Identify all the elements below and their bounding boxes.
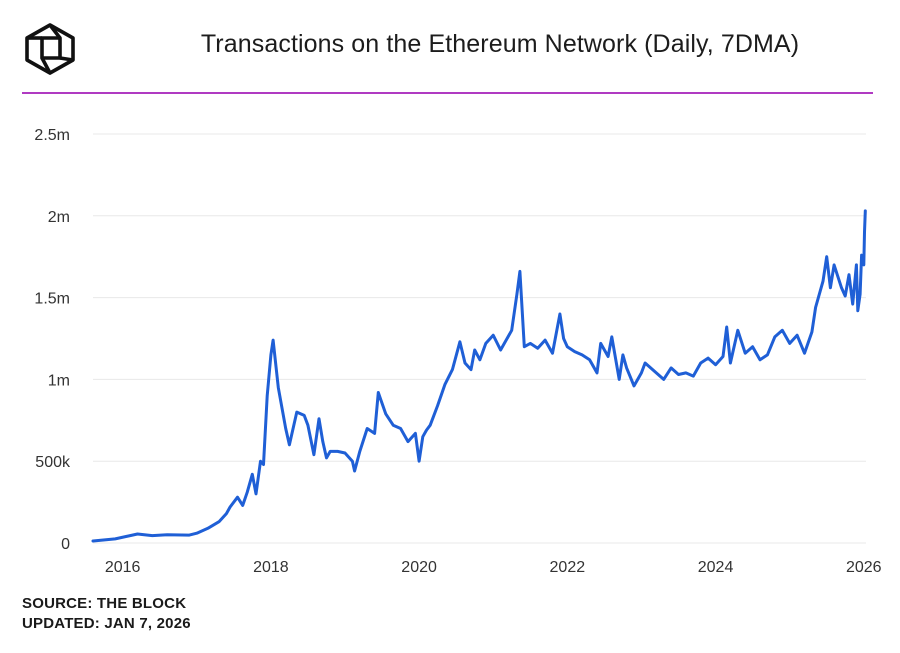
- y-tick-label: 2.5m: [34, 127, 70, 144]
- series-line-transactions: [91, 209, 867, 543]
- y-tick-label: 1.5m: [34, 291, 70, 308]
- y-tick-label: 2m: [48, 209, 70, 226]
- x-tick-label: 2018: [253, 559, 289, 576]
- line-chart: 0 500k 1m 1.5m 2m 2.5m 2016 2018 2020 2022 2024 202…: [34, 127, 882, 576]
- x-tick-label: 2026: [846, 559, 882, 576]
- x-tick-label: 2016: [105, 559, 141, 576]
- x-tick-label: 2022: [550, 559, 586, 576]
- chart-title: Transactions on the Ethereum Network (Da…: [200, 30, 800, 58]
- the-block-logo-icon: [25, 23, 75, 75]
- y-tick-label: 1m: [48, 372, 70, 389]
- y-tick-label: 500k: [35, 454, 71, 471]
- title-divider: [22, 92, 873, 94]
- chart-footer: SOURCE: THE BLOCK UPDATED: JAN 7, 2026: [22, 594, 191, 634]
- y-tick-label: 0: [61, 536, 70, 553]
- x-tick-label: 2024: [698, 559, 734, 576]
- source-label: SOURCE: THE BLOCK: [22, 595, 187, 612]
- x-tick-label: 2020: [401, 559, 437, 576]
- updated-label: UPDATED: JAN 7, 2026: [22, 615, 191, 632]
